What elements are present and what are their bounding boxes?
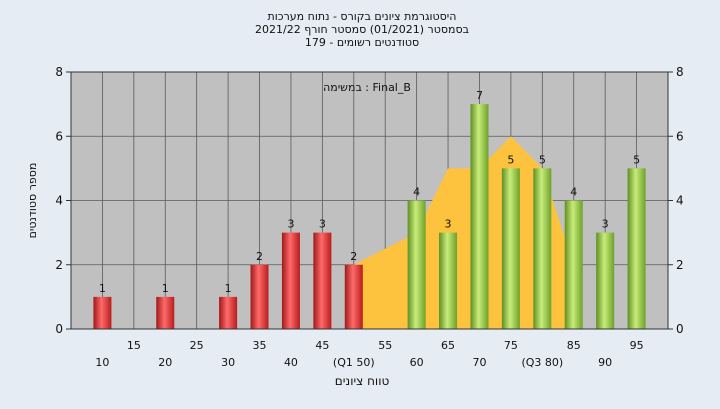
x-tick-label-upper: 45 xyxy=(315,339,329,352)
bar-45 xyxy=(313,232,332,329)
bar-label-40: 3 xyxy=(287,218,294,231)
y-tick-left-label: 2 xyxy=(55,258,63,272)
x-tick-label-upper: 75 xyxy=(504,339,518,352)
bar-label-35: 2 xyxy=(256,250,263,263)
x-tick-label-upper: 85 xyxy=(567,339,581,352)
bar-75 xyxy=(501,168,520,329)
x-tick-label-lower: (Q1 50) xyxy=(333,356,375,369)
chart-title-line-2: בסמסטר (01/2021) סמסטר חורף 2021/22 xyxy=(255,23,469,36)
x-tick-label-lower: 10 xyxy=(95,356,109,369)
bar-70 xyxy=(470,104,489,329)
bar-label-95: 5 xyxy=(633,153,640,166)
bar-80 xyxy=(533,168,552,329)
y-tick-right-label: 8 xyxy=(676,65,684,79)
bar-50 xyxy=(344,264,363,329)
bar-label-50: 2 xyxy=(350,250,357,263)
y-tick-right-label: 0 xyxy=(676,322,684,336)
y-tick-right-label: 4 xyxy=(676,194,684,208)
bar-label-30: 1 xyxy=(225,282,232,295)
x-tick-label-lower: 90 xyxy=(598,356,612,369)
y-tick-left-label: 8 xyxy=(55,65,63,79)
y-tick-right-label: 6 xyxy=(676,129,684,143)
y-tick-left-label: 4 xyxy=(55,194,63,208)
x-tick-label-lower: 60 xyxy=(410,356,424,369)
bar-label-60: 4 xyxy=(413,186,420,199)
x-tick-label-upper: 65 xyxy=(441,339,455,352)
chart-title-line-1: היסטוגרמת ציונים בקורס - נתוח מערכות xyxy=(268,10,457,23)
bar-label-45: 3 xyxy=(319,218,326,231)
x-tick-label-lower: 70 xyxy=(472,356,486,369)
bar-10 xyxy=(93,296,112,329)
x-axis-title: טווח ציונים xyxy=(335,374,390,388)
chart-title-line-3: סטודנטים רשומים - 179 xyxy=(305,36,419,49)
bar-label-65: 3 xyxy=(445,218,452,231)
y-tick-right-label: 2 xyxy=(676,258,684,272)
y-axis-title: מספר סטודנטים xyxy=(26,163,39,239)
x-tick-label-upper: 15 xyxy=(127,339,141,352)
bar-60 xyxy=(407,200,426,329)
y-tick-left-label: 0 xyxy=(55,322,63,336)
x-tick-label-upper: 25 xyxy=(190,339,204,352)
bar-65 xyxy=(439,232,458,329)
y-tick-left-label: 6 xyxy=(55,129,63,143)
x-tick-label-lower: 30 xyxy=(221,356,235,369)
x-tick-label-lower: (Q3 80) xyxy=(521,356,563,369)
x-tick-label-lower: 40 xyxy=(284,356,298,369)
bar-95 xyxy=(627,168,646,329)
x-tick-label-upper: 95 xyxy=(630,339,644,352)
bar-label-10: 1 xyxy=(99,282,106,295)
bar-85 xyxy=(564,200,583,329)
plot-annotation: במשימה : Final_B xyxy=(323,81,411,94)
bar-label-75: 5 xyxy=(507,153,514,166)
bar-30 xyxy=(219,296,238,329)
bar-20 xyxy=(156,296,175,329)
bar-label-85: 4 xyxy=(570,186,577,199)
x-tick-label-upper: 35 xyxy=(253,339,267,352)
bar-label-90: 3 xyxy=(602,218,609,231)
x-tick-label-lower: 20 xyxy=(158,356,172,369)
bar-35 xyxy=(250,264,269,329)
bar-label-70: 7 xyxy=(476,89,483,102)
bar-label-20: 1 xyxy=(162,282,169,295)
x-tick-label-upper: 55 xyxy=(378,339,392,352)
bar-90 xyxy=(596,232,615,329)
bar-label-80: 5 xyxy=(539,153,546,166)
bar-40 xyxy=(281,232,300,329)
